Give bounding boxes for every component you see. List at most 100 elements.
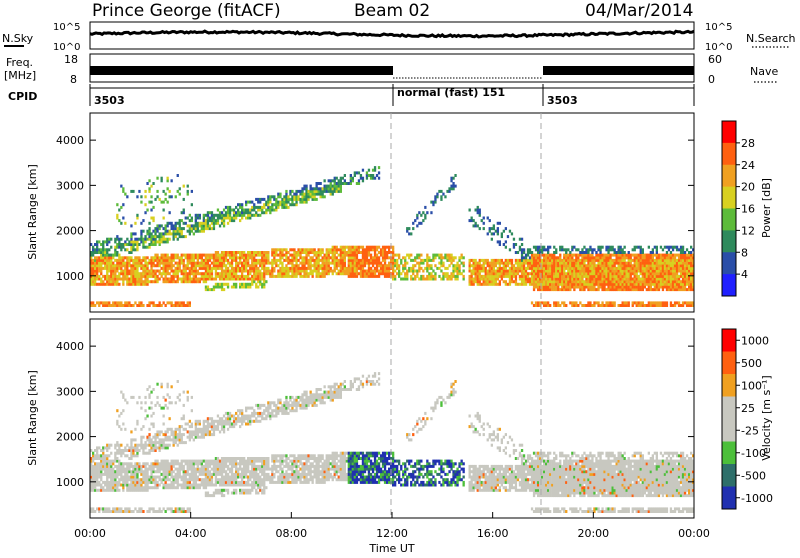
power-cell <box>230 274 234 278</box>
power-cell <box>585 274 588 278</box>
power-cell <box>311 187 314 191</box>
power-cell <box>138 264 141 268</box>
power-cell <box>170 179 173 183</box>
velocity-cell <box>92 470 95 474</box>
power-cell <box>132 245 135 249</box>
power-cell <box>279 251 282 254</box>
power-cell <box>301 261 304 265</box>
power-cell <box>106 266 109 270</box>
power-cell <box>194 216 197 220</box>
power-cell <box>190 229 193 233</box>
power-cell <box>293 195 296 199</box>
power-cell <box>263 272 266 276</box>
power-cell <box>549 280 552 284</box>
power-cell <box>198 213 201 217</box>
velocity-cell <box>120 478 123 482</box>
velocity-cell <box>142 475 145 479</box>
velocity-cell <box>158 403 161 407</box>
power-cell <box>440 256 443 260</box>
power-cell <box>514 280 518 284</box>
power-cell <box>259 253 262 257</box>
power-cell <box>595 264 598 268</box>
power-cell <box>547 272 550 276</box>
power-cell <box>444 195 447 199</box>
power-cell <box>239 277 242 281</box>
power-cell <box>534 274 538 278</box>
power-cell <box>116 243 119 246</box>
power-cell <box>212 285 216 289</box>
power-cell <box>456 264 459 268</box>
power-cell <box>583 304 586 307</box>
ytick-label: 4000 <box>56 134 84 147</box>
power-cell <box>474 261 477 265</box>
power-cell <box>534 280 538 284</box>
power-cell <box>361 256 365 260</box>
power-cell <box>490 232 493 236</box>
power-cell <box>532 266 536 270</box>
power-cell <box>468 274 471 278</box>
power-cell <box>313 248 316 252</box>
power-cell <box>144 280 147 284</box>
power-cell <box>353 264 356 268</box>
power-cell <box>230 208 234 212</box>
velocity-cell <box>158 467 161 471</box>
power-cell <box>665 266 669 270</box>
power-cell <box>651 304 654 307</box>
power-cell <box>158 227 161 231</box>
power-cell <box>633 277 636 281</box>
power-cell <box>496 266 499 270</box>
power-cell <box>222 216 226 220</box>
velocity-cell <box>150 486 153 490</box>
power-cell <box>363 253 367 257</box>
velocity-cell <box>128 457 131 460</box>
power-cell <box>567 266 570 270</box>
power-cell <box>228 277 232 281</box>
velocity-cell <box>154 435 157 439</box>
power-cell <box>629 264 632 268</box>
power-cell <box>337 261 340 265</box>
power-cell <box>245 274 248 278</box>
power-cell <box>671 258 675 262</box>
power-cell <box>253 277 256 281</box>
power-cell <box>124 264 127 268</box>
power-cell <box>549 282 552 286</box>
power-cell <box>367 253 371 257</box>
power-cell <box>152 272 155 276</box>
power-cell <box>543 274 546 278</box>
power-cell <box>496 227 499 231</box>
power-cell <box>120 258 123 262</box>
power-cell <box>645 280 648 284</box>
power-cell <box>589 245 592 249</box>
power-cell <box>520 272 524 276</box>
power-cell <box>534 285 538 289</box>
power-cell <box>235 253 238 257</box>
power-cell <box>486 269 489 273</box>
power-cell <box>259 280 262 284</box>
velocity-cell <box>110 459 113 463</box>
power-cell <box>303 192 306 196</box>
power-cell <box>635 304 638 307</box>
power-cell <box>551 266 554 270</box>
velocity-cell <box>176 507 179 511</box>
power-cell <box>341 264 344 268</box>
velocity-cell <box>154 462 157 466</box>
power-cell <box>567 280 570 284</box>
velocity-cell <box>174 462 177 466</box>
power-cell <box>104 253 107 257</box>
power-cell <box>112 256 115 260</box>
power-cell <box>303 248 306 252</box>
power-cell <box>303 200 306 204</box>
power-cell <box>607 253 610 257</box>
power-cell <box>677 280 681 284</box>
power-cell <box>679 258 683 262</box>
power-cell <box>208 258 212 262</box>
power-cell <box>615 269 618 273</box>
power-cell <box>335 187 338 191</box>
power-cell <box>158 243 161 246</box>
power-cell <box>249 285 252 289</box>
power-cell <box>595 272 598 276</box>
power-cell <box>613 264 616 268</box>
power-cell <box>317 248 320 252</box>
power-cell <box>553 269 556 273</box>
power-cell <box>136 282 139 286</box>
